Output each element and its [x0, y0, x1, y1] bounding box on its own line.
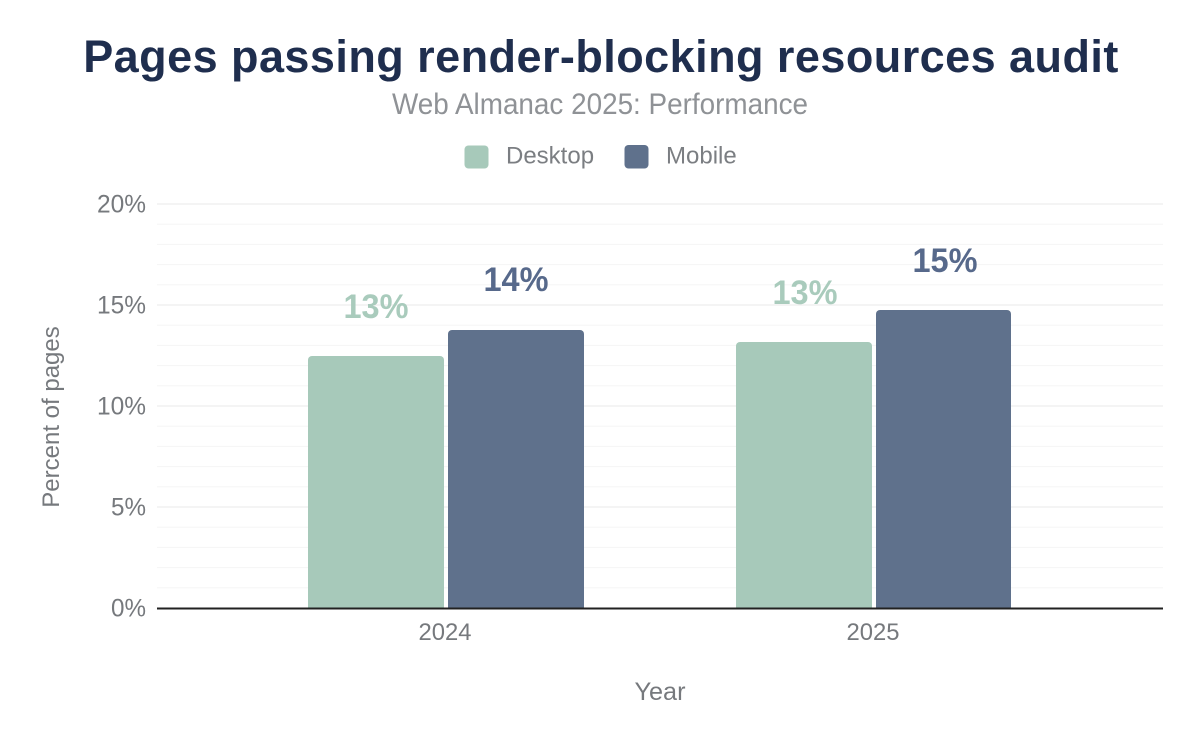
svg-text:0%: 0%: [111, 595, 146, 623]
svg-text:13%: 13%: [773, 274, 838, 312]
svg-text:10%: 10%: [97, 393, 146, 421]
svg-text:2024: 2024: [419, 619, 472, 646]
svg-text:Desktop: Desktop: [506, 143, 594, 170]
svg-text:Web Almanac 2025: Performance: Web Almanac 2025: Performance: [392, 88, 808, 121]
svg-text:Mobile: Mobile: [666, 143, 737, 170]
svg-text:2025: 2025: [847, 619, 900, 646]
svg-text:Pages passing render-blocking: Pages passing render-blocking resources …: [83, 31, 1119, 82]
svg-text:14%: 14%: [484, 261, 549, 299]
svg-text:20%: 20%: [97, 191, 146, 219]
svg-text:13%: 13%: [344, 288, 409, 326]
svg-text:Percent of pages: Percent of pages: [38, 326, 65, 507]
svg-text:15%: 15%: [97, 292, 146, 320]
svg-text:15%: 15%: [913, 242, 978, 280]
svg-text:5%: 5%: [111, 494, 146, 522]
svg-text:Year: Year: [635, 678, 686, 706]
